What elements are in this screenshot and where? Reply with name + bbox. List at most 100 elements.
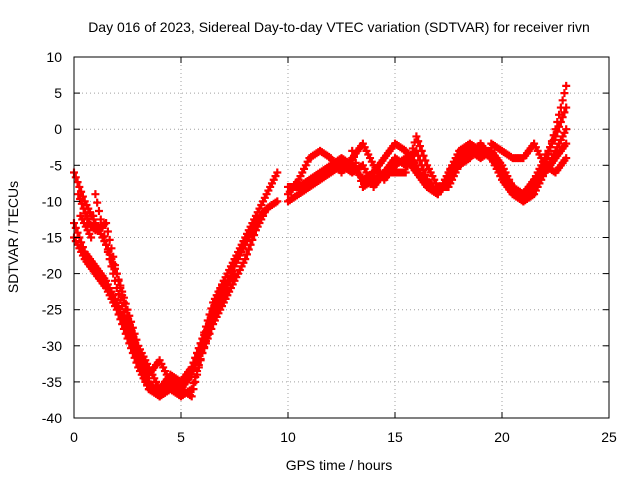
data-point	[76, 194, 85, 203]
data-point	[230, 269, 239, 278]
data-point	[549, 131, 558, 140]
data-point	[207, 318, 216, 327]
data-point	[73, 178, 82, 187]
data-point	[209, 312, 218, 321]
x-tick-label: 10	[280, 429, 296, 445]
y-tick-label: 5	[54, 85, 62, 101]
data-point	[421, 156, 430, 165]
data-point	[135, 361, 144, 370]
data-point	[102, 240, 111, 249]
data-point	[408, 144, 417, 153]
x-tick-label: 25	[601, 429, 617, 445]
data-point	[348, 146, 357, 155]
data-point	[216, 293, 225, 302]
data-point	[355, 170, 364, 179]
data-point	[119, 324, 128, 333]
data-point	[200, 343, 209, 352]
data-point	[102, 219, 111, 228]
data-point	[415, 142, 424, 151]
data-point	[103, 227, 112, 236]
data-point	[119, 308, 128, 317]
chart-title: Day 016 of 2023, Sidereal Day-to-day VTE…	[88, 19, 590, 35]
data-point	[187, 392, 196, 401]
data-point	[143, 380, 152, 389]
data-layer	[70, 81, 571, 401]
y-tick-label: -20	[42, 266, 62, 282]
y-tick-label: -30	[42, 338, 62, 354]
data-point	[118, 302, 127, 311]
y-tick-label: -5	[50, 157, 63, 173]
data-point	[556, 103, 565, 112]
data-point	[191, 353, 200, 362]
axis-ticks: 0 5 10 15 20 25 -40 -35 -30 -25 -20 -15 -10 -5 0 5 10	[42, 49, 617, 445]
data-point	[194, 344, 203, 353]
data-point	[132, 350, 141, 359]
data-point	[134, 356, 143, 365]
data-point	[111, 276, 120, 285]
data-point	[353, 164, 362, 173]
data-point	[93, 198, 102, 207]
data-point	[121, 314, 130, 323]
data-point	[71, 223, 80, 232]
data-point	[112, 305, 121, 314]
data-point	[555, 110, 564, 119]
data-point	[87, 233, 96, 242]
data-point	[112, 284, 121, 293]
data-point	[218, 288, 227, 297]
y-tick-label: -10	[42, 193, 62, 209]
data-point	[94, 207, 103, 216]
data-point	[96, 215, 105, 224]
data-point	[107, 262, 116, 271]
data-point	[196, 356, 205, 365]
data-point	[551, 125, 560, 134]
data-point	[547, 137, 556, 146]
y-tick-label: 0	[54, 121, 62, 137]
data-point	[212, 303, 221, 312]
data-point	[139, 370, 148, 379]
x-tick-label: 20	[494, 429, 510, 445]
data-point	[105, 235, 114, 244]
data-point	[116, 296, 125, 305]
x-axis-label: GPS time / hours	[286, 457, 393, 473]
data-point	[201, 336, 210, 345]
data-point	[198, 349, 207, 358]
data-point	[81, 209, 90, 218]
data-point	[71, 173, 80, 182]
data-point	[244, 245, 253, 254]
data-point	[553, 117, 562, 126]
data-point	[403, 162, 412, 171]
data-point	[194, 363, 203, 372]
data-point	[105, 255, 114, 264]
data-point	[100, 232, 109, 241]
data-point	[546, 143, 555, 152]
data-point	[75, 182, 84, 191]
data-point	[262, 204, 271, 213]
data-point	[189, 358, 198, 367]
data-point	[73, 228, 82, 237]
data-point	[558, 96, 567, 105]
data-point	[273, 197, 282, 206]
data-point	[193, 370, 202, 379]
data-point	[125, 326, 134, 335]
data-point	[242, 250, 251, 259]
data-point	[349, 152, 358, 161]
data-point	[401, 168, 410, 177]
data-point	[98, 223, 107, 232]
data-point	[273, 168, 282, 177]
data-point	[191, 377, 200, 386]
data-point	[128, 338, 137, 347]
y-axis-label: SDTVAR / TECUs	[5, 181, 21, 293]
data-point	[83, 214, 92, 223]
series-arc-9	[348, 132, 571, 199]
data-point	[79, 204, 88, 213]
y-tick-label: -40	[42, 410, 62, 426]
data-point	[77, 199, 86, 208]
x-tick-label: 5	[177, 429, 185, 445]
data-point	[137, 365, 146, 374]
data-point	[114, 290, 123, 299]
x-tick-label: 0	[70, 429, 78, 445]
data-point	[89, 211, 98, 220]
data-point	[210, 308, 219, 317]
data-point	[109, 269, 118, 278]
